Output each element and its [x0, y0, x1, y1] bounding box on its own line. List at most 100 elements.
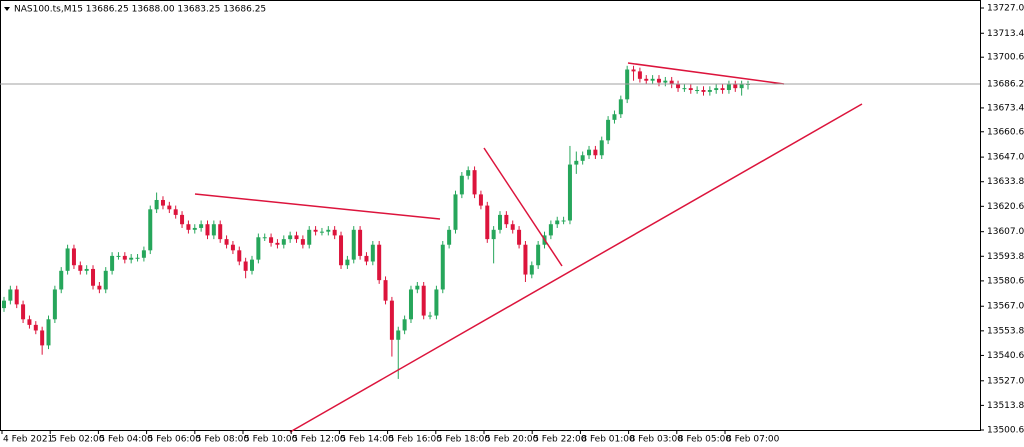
- candle-body: [383, 280, 388, 301]
- candle-body: [269, 237, 274, 243]
- candle-body: [478, 194, 483, 206]
- candle-body: [701, 90, 706, 92]
- candle-body: [421, 285, 426, 316]
- candle-body: [459, 175, 464, 195]
- candle-body: [135, 257, 140, 259]
- x-tick-label: 5 Feb 04:00: [99, 435, 153, 445]
- x-tick-label: 8 Feb 01:00: [581, 435, 635, 445]
- candle-body: [167, 205, 172, 210]
- candle-body: [218, 224, 223, 240]
- candle-body: [281, 239, 286, 245]
- candle-body: [205, 224, 210, 236]
- candle-body: [364, 255, 369, 262]
- y-tick-label: 13593.80: [987, 252, 1024, 262]
- candle-body: [129, 257, 134, 260]
- candle-body: [313, 229, 318, 232]
- candle-body: [567, 164, 572, 221]
- candle-body: [307, 229, 312, 245]
- current-price-tag: [981, 77, 1024, 90]
- x-tick-label: 5 Feb 12:00: [292, 435, 346, 445]
- candle-body: [415, 285, 420, 290]
- candle-body: [116, 255, 121, 257]
- candle-body: [224, 239, 229, 245]
- x-tick-label: 5 Feb 20:00: [485, 435, 539, 445]
- candle-body: [695, 90, 700, 92]
- candle-body: [180, 214, 185, 225]
- candle-body: [529, 265, 534, 275]
- y-tick-label: 13647.00: [987, 153, 1024, 163]
- candle-body: [71, 248, 76, 266]
- trend-line: [627, 62, 785, 85]
- candle-body: [580, 155, 585, 161]
- candle-body: [402, 319, 407, 331]
- candle-body: [103, 270, 108, 290]
- x-tick-label: 5 Feb 02:00: [51, 435, 105, 445]
- candle-body: [447, 229, 452, 245]
- candle-body: [612, 114, 617, 120]
- candle-body: [250, 259, 254, 271]
- candle-body: [154, 199, 159, 210]
- candle-body: [523, 244, 528, 275]
- candle-body: [440, 244, 445, 290]
- y-tick-label: 13727.00: [987, 4, 1024, 14]
- candle-body: [84, 268, 89, 271]
- candle-body: [453, 194, 458, 230]
- candle-body: [351, 229, 356, 260]
- candle-body: [599, 140, 604, 156]
- candle-body: [46, 319, 51, 346]
- candle-body: [485, 205, 490, 240]
- candle-body: [59, 270, 64, 290]
- x-tick-label: 8 Feb 07:00: [726, 435, 780, 445]
- candle-body: [339, 235, 344, 266]
- candle-body: [237, 250, 242, 262]
- candle-body: [8, 289, 13, 301]
- candle-body: [408, 289, 413, 320]
- y-tick-label: 13540.60: [987, 351, 1024, 361]
- candle-body: [739, 84, 744, 89]
- candle-body: [434, 289, 439, 316]
- candle-body: [173, 209, 178, 215]
- candle-body: [288, 235, 293, 240]
- plot-frame: [0, 0, 981, 431]
- candle-body: [262, 237, 267, 239]
- y-tick-label: 13620.60: [987, 202, 1024, 212]
- candle-body: [52, 289, 57, 320]
- candle-body: [256, 237, 261, 260]
- y-tick-label: 13500.60: [987, 426, 1024, 436]
- candle-body: [555, 220, 560, 225]
- candle-body: [428, 315, 433, 317]
- candle-body: [2, 300, 6, 309]
- x-tick-label: 5 Feb 08:00: [196, 435, 250, 445]
- y-tick-label: 13553.80: [987, 326, 1024, 336]
- candle-body: [631, 69, 636, 72]
- candle-body: [160, 199, 165, 206]
- candle-body: [377, 244, 382, 281]
- candle-body: [97, 285, 102, 290]
- chart-title: NAS100.ts,M15 13686.25 13688.00 13683.25…: [14, 5, 266, 15]
- candle-body: [141, 250, 146, 258]
- trend-line: [289, 103, 863, 433]
- x-tick-label: 4 Feb 2021: [3, 435, 53, 445]
- candle-body: [498, 214, 502, 230]
- candle-body: [27, 319, 32, 325]
- candle-body: [332, 229, 337, 236]
- candle-body: [370, 244, 375, 262]
- candle-body: [688, 88, 693, 91]
- candle-body: [669, 80, 674, 85]
- trend-lines: [194, 62, 863, 433]
- candle-body: [637, 71, 642, 79]
- y-tick-label: 13633.80: [987, 177, 1024, 187]
- candle-body: [21, 304, 26, 320]
- y-tick-label: 13713.45: [987, 29, 1024, 39]
- x-tick-label: 5 Feb 06:00: [148, 435, 202, 445]
- x-tick-label: 5 Feb 22:00: [533, 435, 587, 445]
- candle-body: [326, 229, 331, 232]
- candle-body: [199, 224, 204, 228]
- candle-body: [319, 231, 324, 233]
- candle-body: [396, 330, 401, 340]
- y-tick-label: 13607.00: [987, 227, 1024, 237]
- candle-body: [593, 149, 598, 156]
- candle-body: [110, 255, 115, 271]
- candle-body: [656, 78, 661, 83]
